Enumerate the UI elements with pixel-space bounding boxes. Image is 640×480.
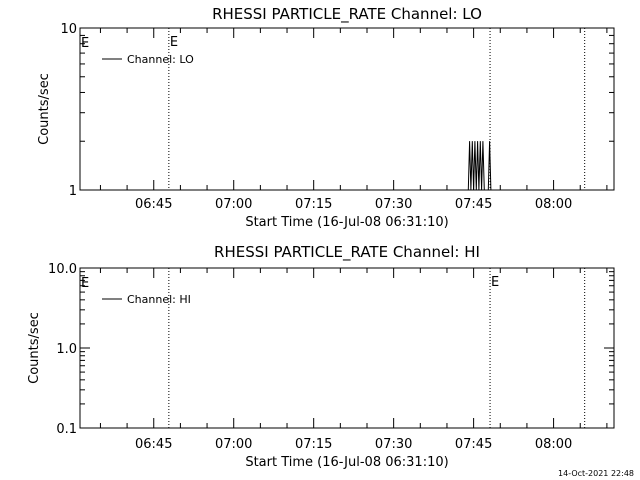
y-tick-label: 1.0	[56, 342, 77, 357]
x-tick-label: 08:00	[535, 437, 572, 452]
chart-title: RHESSI PARTICLE_RATE Channel: HI	[214, 243, 480, 262]
x-tick-label: 07:45	[455, 197, 492, 212]
x-tick-label: 06:45	[135, 197, 172, 212]
x-tick-label: 07:45	[455, 437, 492, 452]
y-axis-label: Counts/sec	[27, 312, 42, 384]
legend-label: Channel: LO	[127, 53, 194, 66]
x-tick-label: 06:45	[135, 437, 172, 452]
x-tick-label: 07:00	[215, 197, 252, 212]
y-tick-label: 10	[60, 22, 77, 37]
y-tick-label: 10.0	[48, 262, 77, 277]
x-axis-label: Start Time (16-Jul-08 06:31:10)	[245, 215, 448, 230]
series-line	[467, 141, 493, 191]
time-marker-label: E	[170, 35, 178, 50]
y-tick-label: 1	[69, 184, 77, 199]
legend-label: Channel: HI	[127, 293, 191, 306]
plot-frame	[79, 267, 615, 429]
time-marker-label: E	[491, 275, 499, 290]
generation-date: 14-Oct-2021 22:48	[558, 469, 634, 478]
edge-marker-label: E	[81, 36, 89, 51]
y-axis-label: Counts/sec	[37, 73, 52, 145]
edge-marker-label: E	[81, 276, 89, 291]
x-tick-label: 07:15	[295, 437, 332, 452]
x-tick-label: 08:00	[535, 197, 572, 212]
plot-frame	[79, 27, 615, 191]
chart-panel-1: RHESSI PARTICLE_RATE Channel: LO 1 10 06:45…	[37, 5, 615, 230]
chart-panel-2: RHESSI PARTICLE_RATE Channel: HI 0.1 1.0 10…	[27, 243, 615, 470]
x-axis-label: Start Time (16-Jul-08 06:31:10)	[245, 455, 448, 470]
x-tick-label: 07:30	[375, 437, 412, 452]
chart-title: RHESSI PARTICLE_RATE Channel: LO	[212, 5, 482, 24]
x-tick-label: 07:15	[295, 197, 332, 212]
y-tick-label: 0.1	[56, 422, 77, 437]
x-tick-label: 07:30	[375, 197, 412, 212]
x-tick-label: 07:00	[215, 437, 252, 452]
